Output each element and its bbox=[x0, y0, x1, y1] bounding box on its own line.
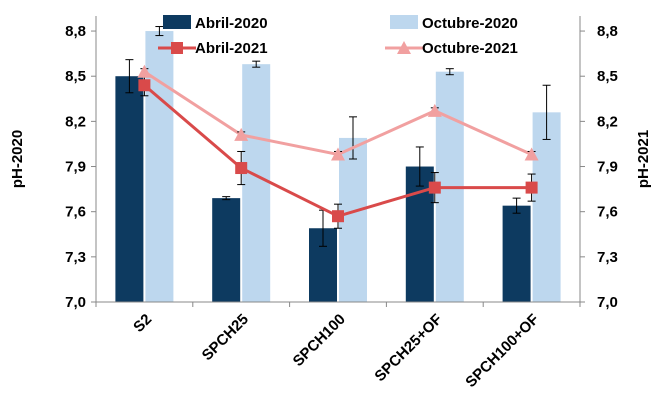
bar-abril-2020-4 bbox=[502, 205, 531, 302]
bar-octubre-2020-4 bbox=[532, 112, 561, 302]
legend-swatch-1 bbox=[390, 15, 418, 29]
point-abril-2021-0 bbox=[138, 79, 151, 92]
bars-layer bbox=[115, 31, 561, 303]
point-abril-2021-2 bbox=[332, 210, 344, 223]
bar-abril-2020-1 bbox=[212, 198, 241, 302]
point-abril-2021-4 bbox=[525, 181, 538, 194]
y-axis-title-right: pH-2021 bbox=[635, 130, 652, 188]
legend-item-octubre-2020: Octubre-2020 bbox=[390, 15, 518, 32]
legend-marker-2 bbox=[171, 42, 183, 54]
y-tick-label-left-0: 7,0 bbox=[65, 294, 86, 311]
category-label-2: SPCH100 bbox=[290, 311, 349, 370]
bar-abril-2020-0 bbox=[115, 76, 144, 302]
y-tick-label-left-2: 7,6 bbox=[65, 204, 86, 221]
legend-item-abril-2020: Abril-2020 bbox=[163, 15, 268, 32]
y-tick-label-left-5: 8,5 bbox=[65, 68, 86, 85]
bar-octubre-2020-0 bbox=[145, 31, 174, 302]
y-tick-label-left-1: 7,3 bbox=[65, 249, 86, 266]
category-labels-layer: S2 SPCH25 SPCH100 SPCH25+OF SPCH100+OF bbox=[130, 311, 542, 391]
legend-item-abril-2021: Abril-2021 bbox=[158, 40, 268, 57]
legend-swatch-0 bbox=[163, 15, 191, 29]
lines-layer bbox=[137, 64, 539, 229]
y-tick-label-right-2: 7,6 bbox=[597, 204, 618, 221]
axes-layer bbox=[95, 16, 581, 303]
legend-label-1: Octubre-2020 bbox=[422, 15, 518, 32]
point-octubre-2021-1 bbox=[234, 127, 249, 141]
ticks-layer: 7,0 7,0 7,3 7,3 7,6 7,6 7,9 7,9 8,2 8,2 8,5 8,5 8,8 8… bbox=[65, 23, 618, 311]
point-octubre-2021-3 bbox=[427, 103, 442, 117]
bar-octubre-2020-1 bbox=[242, 64, 271, 302]
point-octubre-2021-0 bbox=[137, 64, 152, 78]
y-tick-label-left-3: 7,9 bbox=[65, 159, 86, 176]
point-octubre-2021-4 bbox=[524, 147, 539, 161]
bar-errorbars-layer bbox=[125, 26, 551, 247]
category-label-3: SPCH25+OF bbox=[371, 311, 445, 385]
y-tick-label-right-1: 7,3 bbox=[597, 249, 618, 266]
category-label-4: SPCH100+OF bbox=[462, 311, 542, 391]
line-octubre-2021 bbox=[143, 70, 533, 157]
category-label-0: S2 bbox=[130, 311, 155, 336]
point-octubre-2021-2 bbox=[331, 147, 345, 161]
point-abril-2021-3 bbox=[428, 181, 441, 194]
y-tick-label-right-0: 7,0 bbox=[597, 294, 618, 311]
y-tick-label-left-4: 8,2 bbox=[65, 113, 86, 130]
y-tick-label-right-6: 8,8 bbox=[597, 23, 618, 40]
y-tick-label-right-3: 7,9 bbox=[597, 159, 618, 176]
legend: Abril-2020 Octubre-2020 Abril-2021 Octubre-… bbox=[158, 15, 518, 57]
legend-label-2: Abril-2021 bbox=[195, 40, 268, 57]
legend-marker-3 bbox=[397, 41, 411, 54]
y-tick-label-left-6: 8,8 bbox=[65, 23, 86, 40]
point-abril-2021-1 bbox=[235, 162, 248, 175]
y-tick-label-right-5: 8,5 bbox=[597, 68, 618, 85]
category-label-1: SPCH25 bbox=[199, 311, 252, 364]
y-axis-title-left: pH-2020 bbox=[9, 130, 26, 188]
y-tick-label-right-4: 8,2 bbox=[597, 113, 618, 130]
legend-item-octubre-2021: Octubre-2021 bbox=[385, 40, 518, 57]
legend-label-0: Abril-2020 bbox=[195, 15, 268, 32]
legend-label-3: Octubre-2021 bbox=[422, 40, 518, 57]
